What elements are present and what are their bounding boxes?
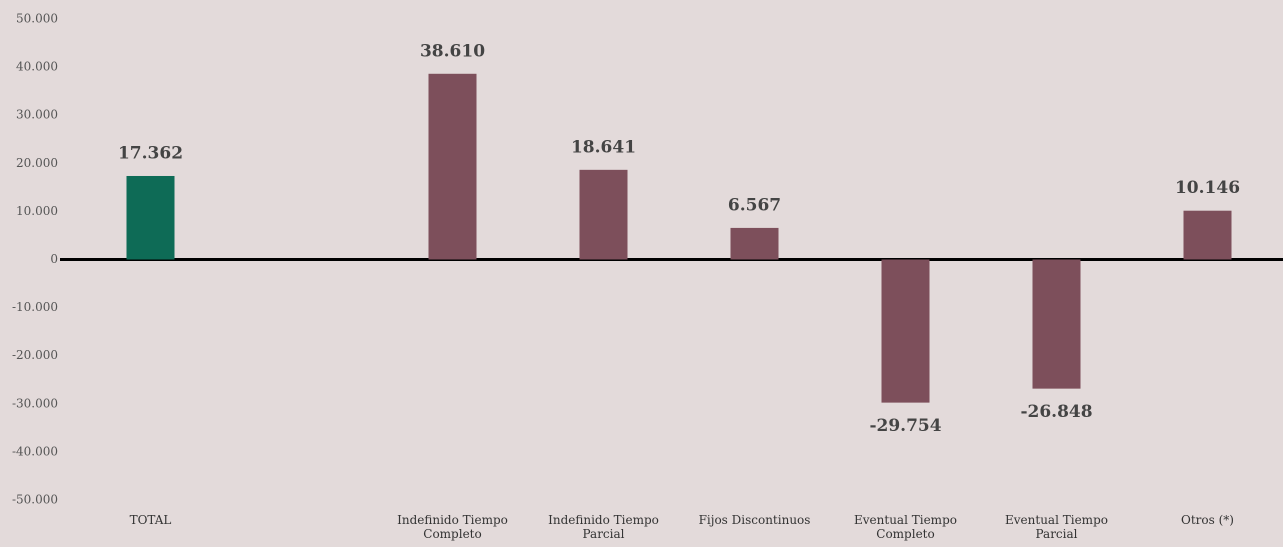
y-tick-label: 40.000 (16, 60, 58, 74)
x-tick-label: Indefinido Tiempo Parcial (548, 513, 659, 541)
x-tick-label: Otros (*) (1181, 513, 1234, 527)
y-tick-label: 20.000 (16, 156, 58, 170)
value-label: 17.362 (118, 143, 183, 163)
x-tick-label: Fijos Discontinuos (698, 513, 811, 527)
y-tick-label: -40.000 (12, 444, 58, 458)
y-tick-label: -50.000 (12, 493, 58, 507)
bar (730, 227, 779, 260)
bar (1032, 259, 1081, 389)
value-label: 6.567 (728, 195, 781, 215)
x-tick-label: Eventual Tiempo Parcial (1005, 513, 1108, 541)
value-label: -29.754 (869, 416, 941, 436)
y-tick-label: 50.000 (16, 12, 58, 26)
bar (428, 73, 477, 260)
bar (579, 169, 628, 260)
x-tick-label: TOTAL (129, 513, 172, 527)
value-label: 38.610 (420, 41, 485, 61)
y-tick-label: -10.000 (12, 300, 58, 314)
y-tick-label: -20.000 (12, 348, 58, 362)
value-label: 18.641 (571, 137, 636, 157)
value-label: 10.146 (1175, 178, 1240, 198)
bar (126, 175, 175, 260)
x-tick-label: Indefinido Tiempo Completo (397, 513, 508, 541)
y-tick-label: 10.000 (16, 204, 58, 218)
bar (881, 259, 930, 403)
x-tick-label: Eventual Tiempo Completo (854, 513, 957, 541)
value-label: -26.848 (1020, 402, 1092, 422)
y-tick-label: -30.000 (12, 396, 58, 410)
bar (1183, 210, 1232, 260)
y-tick-label: 0 (50, 252, 58, 266)
y-tick-label: 30.000 (16, 108, 58, 122)
